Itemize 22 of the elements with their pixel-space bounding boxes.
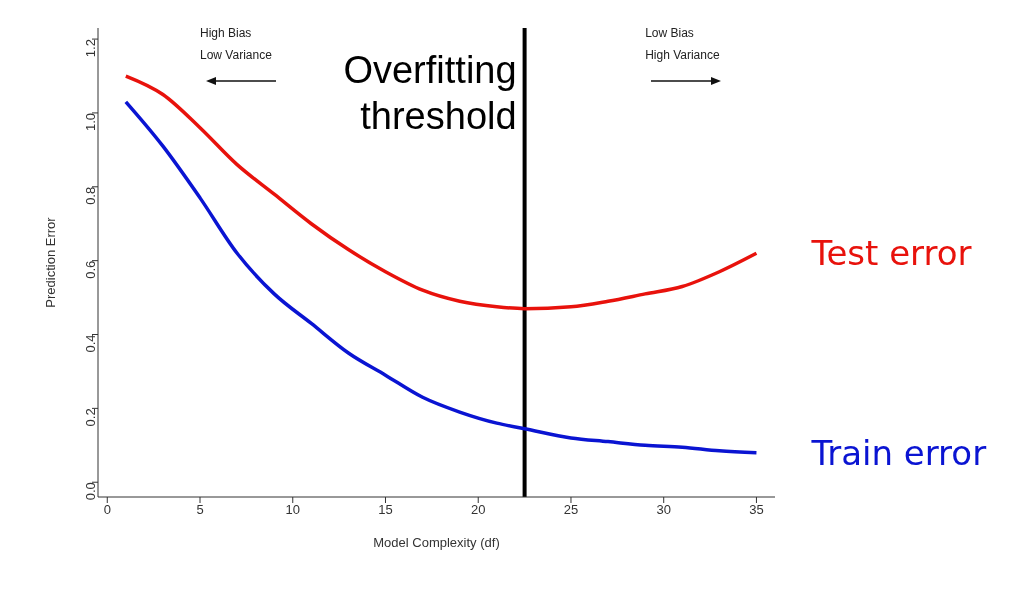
y-tick-label: 1.0: [82, 112, 98, 132]
annotation: Low Bias High Variance: [645, 25, 720, 64]
x-tick-label: 30: [656, 502, 671, 518]
x-tick-label: 10: [285, 502, 300, 518]
x-tick-label: 25: [563, 502, 579, 518]
y-tick-label: 0.6: [82, 260, 98, 279]
y-axis-title: Prediction Error: [42, 216, 58, 308]
x-tick-label: 15: [378, 502, 393, 518]
x-tick-label: 5: [196, 502, 204, 518]
series-label: Train error: [810, 432, 987, 473]
y-tick-label: 0.8: [82, 186, 98, 205]
series-label: Test error: [810, 233, 972, 274]
y-tick-label: 0.2: [82, 408, 98, 427]
x-tick-label: 20: [471, 502, 486, 518]
y-tick-label: 0.0: [82, 482, 98, 501]
y-tick-label: 1.2: [82, 39, 98, 58]
ref-line-label: Overfitting threshold: [343, 49, 517, 137]
x-axis-title: Model Complexity (df): [373, 535, 500, 550]
y-tick-label: 0.4: [82, 334, 98, 353]
x-tick-label: 35: [749, 502, 764, 518]
x-tick-label: 0: [103, 502, 111, 518]
annotation: High Bias Low Variance: [200, 25, 272, 64]
